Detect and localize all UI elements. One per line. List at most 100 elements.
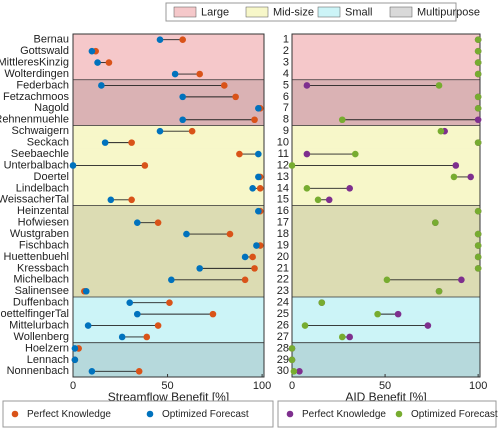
row-band xyxy=(292,91,480,104)
dot xyxy=(69,162,77,169)
y-tick-label: 30 xyxy=(277,365,289,377)
y-tick-label: 23 xyxy=(277,285,289,297)
dot xyxy=(128,196,135,204)
dot xyxy=(209,310,217,318)
dot xyxy=(338,116,346,124)
legend-label: Small xyxy=(345,6,373,18)
row-band xyxy=(73,194,264,206)
dot xyxy=(168,276,175,284)
dot xyxy=(141,162,149,169)
row-band xyxy=(73,285,264,298)
dot xyxy=(432,219,439,226)
row-band xyxy=(292,136,480,149)
dot xyxy=(314,196,322,204)
y-tick-label: 8 xyxy=(283,114,289,126)
x-tick-label: 0 xyxy=(70,380,76,392)
y-tick-label: 11 xyxy=(278,148,289,160)
y-tick-label: 28 xyxy=(277,342,289,354)
y-tick-label: Mittelurbach xyxy=(9,319,69,331)
y-tick-label: 2 xyxy=(283,45,289,57)
y-tick-label: 14 xyxy=(277,182,289,194)
dot xyxy=(101,139,109,146)
y-tick-label: Duffenbach xyxy=(13,297,69,309)
y-tick-label: 25 xyxy=(277,308,289,320)
row-band xyxy=(73,148,264,161)
row-band xyxy=(292,182,480,195)
row-band xyxy=(73,45,264,58)
x-tick-label: 50 xyxy=(161,380,173,392)
row-band xyxy=(292,102,480,115)
dot xyxy=(135,367,143,375)
dot xyxy=(346,333,354,341)
row-band xyxy=(73,251,264,264)
dot xyxy=(474,36,482,44)
dot xyxy=(474,230,482,238)
row-band xyxy=(292,125,480,138)
dot xyxy=(296,367,303,375)
y-tick-label: Gottswald xyxy=(20,45,69,57)
y-tick-label: Salinensee xyxy=(15,285,69,297)
dot xyxy=(249,185,256,192)
legend-box xyxy=(2,400,274,428)
y-tick-label: Unterbalbach xyxy=(4,159,69,171)
dot xyxy=(88,367,96,375)
row-band xyxy=(292,331,480,344)
row-band xyxy=(292,45,480,58)
dot xyxy=(474,59,482,66)
row-band xyxy=(292,354,480,367)
row-band xyxy=(292,216,480,229)
dot xyxy=(105,59,113,66)
dot xyxy=(474,265,482,272)
y-tick-label: 29 xyxy=(277,354,289,366)
dot xyxy=(255,173,262,181)
dot xyxy=(236,150,243,158)
row-band xyxy=(292,56,480,69)
y-tick-label: Nonnenbach xyxy=(7,365,69,377)
dot xyxy=(318,299,326,306)
y-tick-label: 5 xyxy=(283,79,289,91)
y-tick-label: 10 xyxy=(277,137,289,149)
y-tick-label: Kressbach xyxy=(17,262,69,274)
y-tick-label: Heinzental xyxy=(17,205,69,217)
legend-swatch xyxy=(317,6,341,18)
row-band xyxy=(73,319,264,332)
dot xyxy=(255,150,262,158)
x-tick-label: 0 xyxy=(289,380,295,392)
y-tick-label: 20 xyxy=(277,251,289,263)
dot xyxy=(118,333,126,341)
legend-marker xyxy=(146,410,154,418)
row-band xyxy=(73,354,264,367)
row-band xyxy=(73,68,264,81)
y-tick-label: Wolterdingen xyxy=(4,68,69,80)
dot xyxy=(253,242,260,249)
row-band xyxy=(73,228,264,241)
dot xyxy=(226,230,234,238)
dot xyxy=(88,47,96,55)
dot xyxy=(303,150,311,158)
y-tick-label: Bernau xyxy=(34,34,69,46)
y-tick-label: Federbach xyxy=(16,79,69,91)
dot xyxy=(303,185,311,192)
dot xyxy=(171,70,179,78)
y-tick-label: 6 xyxy=(283,91,289,103)
dot xyxy=(437,127,445,135)
dot xyxy=(474,116,482,124)
x-tick-label: 100 xyxy=(469,380,487,392)
row-band xyxy=(292,365,480,378)
y-tick-label: 12 xyxy=(277,159,289,171)
y-tick-label: 22 xyxy=(277,274,289,286)
plot-frame xyxy=(291,33,481,378)
dot xyxy=(156,36,164,44)
dot xyxy=(383,276,391,284)
row-band xyxy=(73,365,264,378)
dot xyxy=(179,93,186,101)
y-tick-label: Hoelzern xyxy=(25,342,69,354)
dot xyxy=(474,70,482,78)
y-tick-label: 9 xyxy=(283,125,289,137)
y-tick-label: Schwaigern xyxy=(12,125,69,137)
legend-label: Perfect Knowledge xyxy=(27,409,111,420)
dot xyxy=(424,322,432,329)
legend-box xyxy=(277,400,497,428)
row-band xyxy=(73,262,264,275)
